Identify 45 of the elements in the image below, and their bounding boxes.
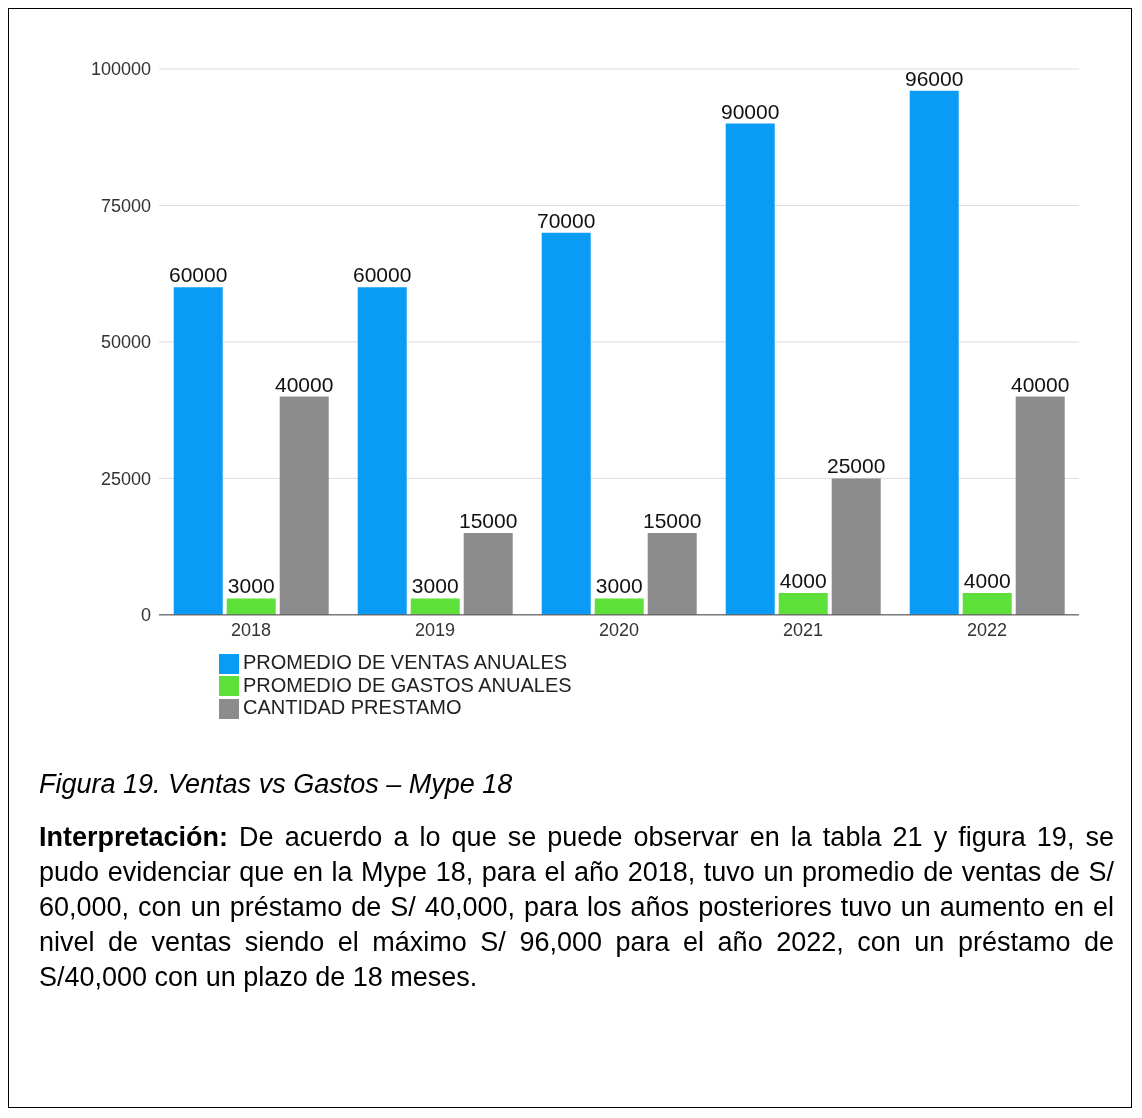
legend-label: CANTIDAD PRESTAMO bbox=[243, 696, 462, 719]
bar bbox=[647, 532, 697, 615]
data-label: 60000 bbox=[169, 263, 228, 287]
bar bbox=[909, 90, 959, 615]
text: Interpretación: De acuerdo a lo que se puede observar en la tabla 21 y figura 19, se pudo evidenciar que en la Mype 18, para el año 2018, tuvo un promedio de ventas de S/ 60,000, con un préstamo de S/ 40,000, para los años posteriores tuvo un aumento en el nivel de ventas siendo el máximo S/ 96,000 para el año 2022, con un préstamo de S/40,000 con un plazo de 18 meses. bbox=[39, 821, 1114, 994]
data-label: 4000 bbox=[779, 569, 827, 593]
bar bbox=[1015, 396, 1065, 615]
bar bbox=[962, 593, 1012, 615]
bar bbox=[778, 593, 828, 615]
x-tick-label: 2018 bbox=[230, 619, 272, 640]
bar bbox=[725, 123, 775, 615]
bar bbox=[279, 396, 329, 615]
y-tick-label: 50000 bbox=[100, 332, 151, 353]
bar bbox=[410, 598, 460, 615]
x-tick-label: 2019 bbox=[414, 619, 456, 640]
x-tick-label: 2021 bbox=[782, 619, 824, 640]
bar bbox=[357, 287, 407, 615]
y-tick-label: 100000 bbox=[90, 59, 151, 80]
data-label: 3000 bbox=[595, 574, 643, 598]
data-label: 4000 bbox=[963, 569, 1011, 593]
y-tick-label: 0 bbox=[140, 605, 151, 626]
x-tick-label: 2022 bbox=[966, 619, 1008, 640]
data-label: 15000 bbox=[459, 508, 518, 532]
text: Figura 19. Ventas vs Gastos – Mype 18 bbox=[39, 769, 514, 800]
data-label: 60000 bbox=[353, 263, 412, 287]
legend-label: PROMEDIO DE GASTOS ANUALES bbox=[243, 673, 572, 696]
data-label: 70000 bbox=[537, 208, 596, 232]
bar bbox=[594, 598, 644, 615]
bar bbox=[831, 478, 881, 615]
bar bbox=[226, 598, 276, 615]
y-tick-label: 25000 bbox=[100, 468, 151, 489]
data-label: 40000 bbox=[1011, 372, 1070, 396]
bar bbox=[541, 232, 591, 615]
legend-label: PROMEDIO DE VENTAS ANUALES bbox=[243, 650, 568, 673]
bar bbox=[463, 532, 513, 615]
bar bbox=[173, 287, 223, 615]
data-label: 90000 bbox=[721, 99, 780, 123]
data-label: 40000 bbox=[275, 372, 334, 396]
y-tick-label: 75000 bbox=[100, 195, 151, 216]
data-label: 15000 bbox=[643, 508, 702, 532]
x-tick-label: 2020 bbox=[598, 619, 640, 640]
data-label: 25000 bbox=[827, 454, 886, 478]
data-label: 3000 bbox=[227, 574, 275, 598]
data-label: 3000 bbox=[411, 574, 459, 598]
data-label: 96000 bbox=[905, 66, 964, 90]
